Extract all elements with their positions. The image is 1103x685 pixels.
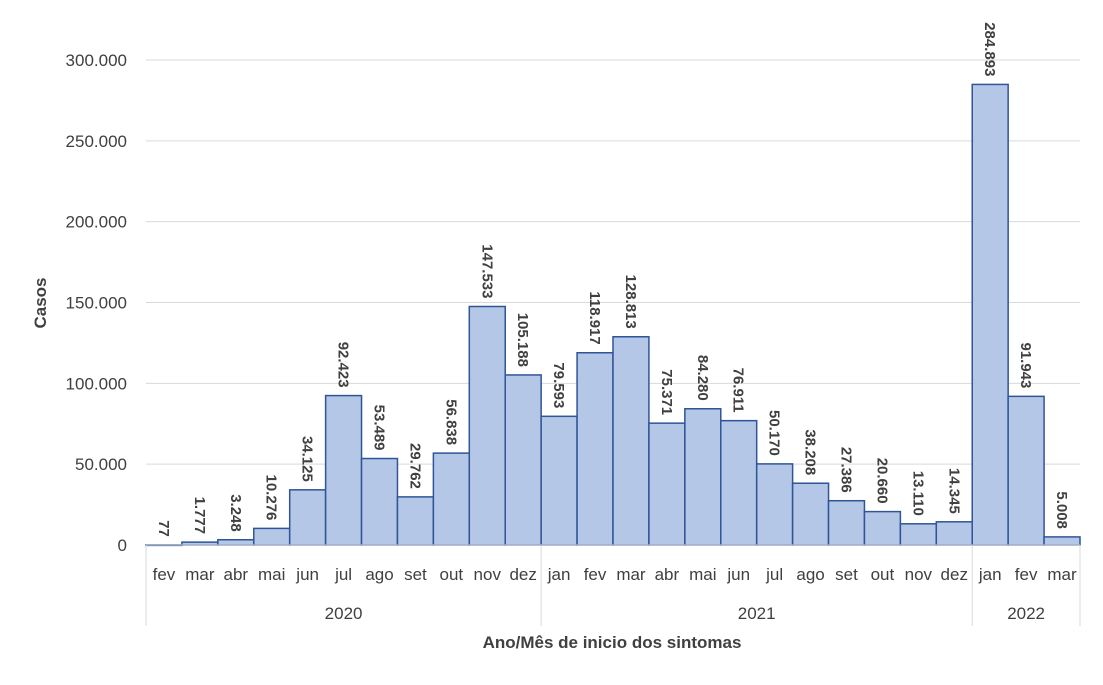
bar: [1007, 395, 1045, 546]
data-label: 27.386: [838, 447, 855, 493]
x-tick-label: ago: [365, 565, 393, 584]
bar: [396, 496, 435, 546]
data-label: 50.170: [766, 410, 783, 456]
x-tick-label: set: [404, 565, 427, 584]
data-label: 29.762: [406, 443, 423, 489]
x-tick-label: fev: [1015, 565, 1038, 584]
bar: [1043, 536, 1081, 546]
x-tick-label: mar: [616, 565, 646, 584]
bar: [253, 527, 291, 546]
bars: [145, 83, 1081, 547]
data-label: 91.943: [1017, 342, 1034, 388]
data-label: 118.917: [586, 291, 603, 344]
bar: [755, 463, 794, 546]
x-tick-label: dez: [509, 565, 536, 584]
data-label: 56.838: [442, 399, 459, 445]
x-axis-title: Ano/Mês de inicio dos sintomas: [483, 633, 742, 652]
x-tick-label: out: [871, 565, 895, 584]
data-label: 53.489: [371, 405, 388, 451]
x-tick-label: nov: [474, 565, 502, 584]
y-tick-label: 250.000: [66, 132, 127, 151]
data-label: 92.423: [335, 342, 352, 388]
y-axis: 0 50.000 100.000 150.000 200.000 250.000 300.0…: [66, 51, 127, 555]
bar: [468, 305, 506, 546]
y-axis-title: Casos: [31, 277, 50, 328]
bar: [576, 352, 614, 546]
x-tick-label: mai: [258, 565, 285, 584]
data-label: 14.345: [945, 468, 962, 514]
bar: [863, 510, 902, 546]
y-tick-label: 0: [118, 536, 127, 555]
y-tick-label: 50.000: [75, 455, 127, 474]
data-label: 128.813: [622, 275, 639, 329]
bar: [971, 83, 1009, 546]
data-label: 147.533: [478, 244, 495, 298]
x-tick-label: fev: [153, 565, 176, 584]
bar: [827, 499, 866, 546]
data-label: 105.188: [514, 313, 531, 367]
data-label: 5.008: [1053, 491, 1070, 529]
year-label: 2021: [738, 604, 776, 623]
x-tick-label: jun: [295, 565, 319, 584]
data-label: 10.276: [263, 474, 280, 520]
data-labels: 77 1.777 3.248 10.276 34.125 92.423 53.489 29.7…: [155, 22, 1070, 537]
bar: [288, 489, 327, 546]
bar: [684, 407, 722, 546]
bar: [432, 452, 471, 546]
data-label: 38.208: [802, 429, 819, 475]
y-tick-label: 300.000: [66, 51, 127, 70]
x-tick-label: mar: [1047, 565, 1077, 584]
x-tick-label: jul: [765, 565, 783, 584]
x-tick-label: jan: [978, 565, 1002, 584]
year-label: 2020: [325, 604, 363, 623]
bar: [720, 419, 758, 546]
x-tick-label: out: [440, 565, 464, 584]
data-label: 284.893: [981, 22, 998, 76]
data-label: 34.125: [299, 436, 316, 482]
bar: [648, 422, 686, 546]
x-tick-label: mar: [185, 565, 215, 584]
bar: [324, 394, 363, 546]
data-label: 3.248: [227, 494, 244, 532]
bar: [504, 374, 542, 546]
bar: [935, 521, 973, 546]
x-tick-label: jun: [726, 565, 750, 584]
x-tick-label: nov: [905, 565, 933, 584]
x-tick-label: set: [835, 565, 858, 584]
bar: [217, 538, 255, 546]
y-tick-label: 200.000: [66, 213, 127, 232]
year-label: 2022: [1007, 604, 1045, 623]
y-tick-label: 100.000: [66, 374, 127, 393]
x-tick-label: mai: [689, 565, 716, 584]
data-label: 20.660: [873, 458, 890, 504]
data-label: 79.593: [550, 362, 567, 408]
data-label: 75.371: [658, 369, 675, 415]
x-axis: fev mar abr mai jun jul ago set out nov dez jan fev m…: [145, 544, 1081, 626]
x-tick-label: jan: [547, 565, 571, 584]
data-label: 76.911: [730, 368, 747, 413]
x-tick-label: abr: [655, 565, 680, 584]
x-tick-label: abr: [224, 565, 249, 584]
bar: [360, 457, 399, 546]
x-tick-label: fev: [584, 565, 607, 584]
bar: [791, 482, 830, 546]
data-label: 84.280: [694, 355, 711, 401]
bar: [612, 336, 650, 546]
x-tick-label: dez: [941, 565, 968, 584]
data-label: 77: [155, 520, 172, 537]
gridlines: [146, 59, 1080, 465]
data-label: 1.777: [191, 497, 208, 535]
x-tick-label: jul: [334, 565, 352, 584]
x-tick-label: ago: [796, 565, 824, 584]
y-tick-label: 150.000: [66, 294, 127, 313]
data-label: 13.110: [909, 471, 926, 516]
bar: [899, 523, 938, 546]
bar: [540, 415, 578, 546]
